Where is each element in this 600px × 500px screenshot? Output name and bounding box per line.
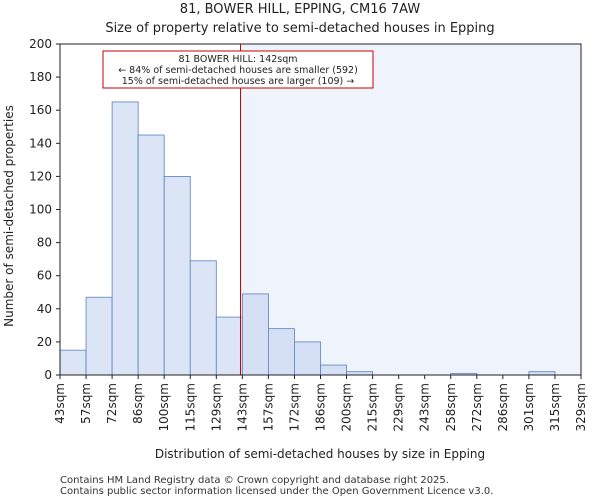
y-tick-label: 20 xyxy=(37,335,52,349)
x-tick-label: 115sqm xyxy=(183,383,197,431)
marker-annotation: 81 BOWER HILL: 142sqm ← 84% of semi-deta… xyxy=(102,50,374,89)
x-tick-label: 329sqm xyxy=(574,383,588,431)
y-tick-label: 160 xyxy=(29,103,52,117)
y-tick-label: 0 xyxy=(44,368,52,382)
y-tick-label: 100 xyxy=(29,203,52,217)
chart-title: 81, BOWER HILL, EPPING, CM16 7AW xyxy=(180,2,421,17)
bar-186sqm xyxy=(320,364,347,376)
y-tick-label: 40 xyxy=(37,302,52,316)
footer-line-1: Contains HM Land Registry data © Crown c… xyxy=(60,475,449,486)
footer-line-2: Contains public sector information licen… xyxy=(60,486,493,497)
x-tick-label: 57sqm xyxy=(79,383,93,424)
y-axis-label: Number of semi-detached properties xyxy=(2,105,16,327)
bar-172sqm xyxy=(294,341,321,376)
x-tick-label: 315sqm xyxy=(548,383,562,431)
x-tick-label: 172sqm xyxy=(287,383,301,431)
annotation-line-3: 15% of semi-detached houses are larger (… xyxy=(122,76,355,87)
x-tick-label: 43sqm xyxy=(53,383,67,424)
annotation-box xyxy=(102,50,374,89)
bar-72sqm xyxy=(111,101,139,376)
x-tick-label: 272sqm xyxy=(470,383,484,431)
highlight-region xyxy=(240,44,581,375)
x-tick-label: 86sqm xyxy=(131,383,145,424)
x-tick-label: 100sqm xyxy=(157,383,171,431)
x-axis-label: Distribution of semi-detached houses by … xyxy=(155,447,485,461)
bar-100sqm xyxy=(163,175,191,376)
bar-57sqm xyxy=(85,296,113,376)
y-axis-ticks: 0 20 40 60 80 100 120 140 160 180 200 xyxy=(29,37,60,382)
bar-157sqm xyxy=(267,328,295,376)
y-tick-label: 180 xyxy=(29,70,52,84)
x-axis-ticks: 43sqm 57sqm 72sqm 86sqm 100sqm 115sqm 129sqm 14… xyxy=(53,375,588,431)
x-tick-label: 229sqm xyxy=(392,383,406,431)
annotation-line-1: 81 BOWER HILL: 142sqm xyxy=(178,54,297,65)
y-tick-label: 200 xyxy=(29,37,52,51)
x-tick-label: 243sqm xyxy=(418,383,432,431)
x-tick-label: 215sqm xyxy=(366,383,380,431)
x-tick-label: 200sqm xyxy=(340,383,354,431)
x-tick-label: 258sqm xyxy=(444,383,458,431)
x-tick-label: 72sqm xyxy=(105,383,119,424)
y-tick-label: 140 xyxy=(29,136,52,150)
x-tick-label: 286sqm xyxy=(496,383,510,431)
bar-143sqm xyxy=(241,293,269,376)
bar-129sqm xyxy=(215,316,243,376)
chart-subtitle: Size of property relative to semi-detach… xyxy=(105,21,494,36)
x-tick-label: 157sqm xyxy=(261,383,275,431)
x-tick-label: 129sqm xyxy=(209,383,223,431)
bar-86sqm xyxy=(137,134,165,376)
y-tick-label: 80 xyxy=(37,236,52,250)
annotation-line-2: ← 84% of semi-detached houses are smalle… xyxy=(118,65,358,76)
bars xyxy=(59,101,556,376)
y-tick-label: 60 xyxy=(37,269,52,283)
x-tick-label: 186sqm xyxy=(314,383,328,431)
plot-area: 0 20 40 60 80 100 120 140 160 180 200 43sqm 57sqm 72… xyxy=(29,37,588,431)
bar-115sqm xyxy=(189,260,217,376)
y-tick-label: 120 xyxy=(29,169,52,183)
x-tick-label: 143sqm xyxy=(235,383,249,431)
x-tick-label: 301sqm xyxy=(522,383,536,431)
bar-43sqm xyxy=(59,349,87,376)
